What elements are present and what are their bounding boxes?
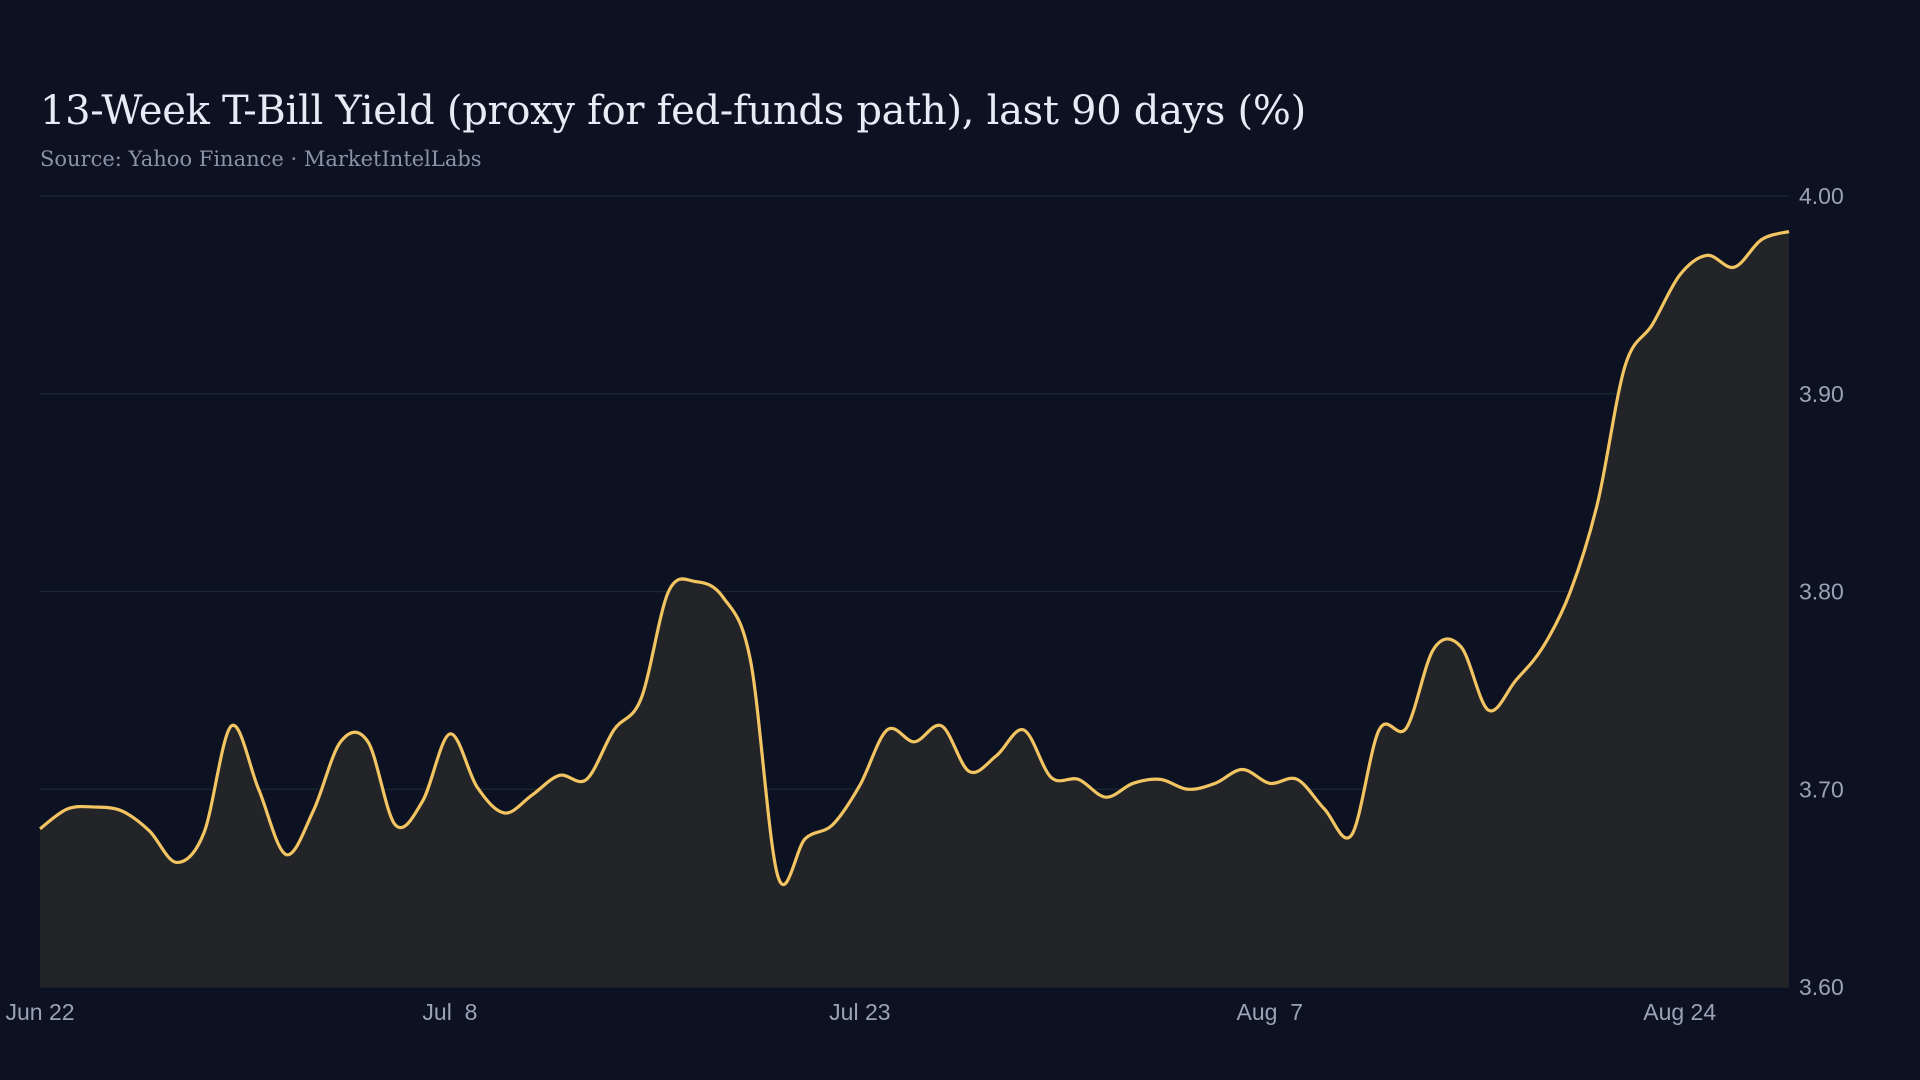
yield-area-fill: [40, 231, 1789, 988]
x-tick-label: Aug 24: [1643, 999, 1716, 1025]
x-tick-label: Jul 23: [829, 999, 890, 1025]
x-tick-label: Jun 22: [5, 999, 74, 1025]
x-tick-label: Aug 7: [1237, 999, 1304, 1025]
y-axis: 3.60 3.70 3.80 3.90 4.00: [1799, 183, 1844, 1000]
chart-subtitle: Source: Yahoo Finance · MarketIntelLabs: [40, 147, 482, 171]
y-tick-label: 4.00: [1799, 183, 1844, 209]
x-tick-label: Jul 8: [422, 999, 477, 1025]
y-tick-label: 3.90: [1799, 381, 1844, 407]
y-tick-label: 3.70: [1799, 776, 1844, 802]
yield-line: [39, 230, 1790, 887]
chart-title: 13-Week T-Bill Yield (proxy for fed-fund…: [40, 88, 1306, 134]
y-tick-label: 3.60: [1799, 974, 1844, 1000]
y-tick-label: 3.80: [1799, 579, 1844, 605]
